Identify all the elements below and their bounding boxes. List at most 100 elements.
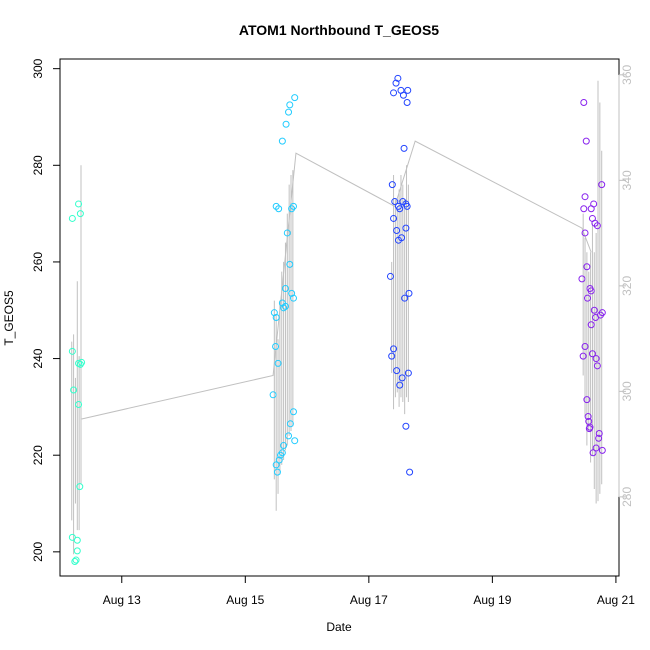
data-point [70,386,78,394]
data-point [404,369,412,377]
y2-tick-label: 360 [620,64,634,84]
data-point [280,442,288,450]
data-point [580,98,588,106]
data-point [588,350,596,358]
data-point [595,429,603,437]
data-point [285,432,293,440]
data-point [75,200,83,208]
data-point [282,120,290,128]
data-point [391,198,399,206]
data-point [590,306,598,314]
data-point [583,294,591,302]
x-tick-label: Aug 21 [597,593,635,607]
data-point [403,98,411,106]
path-layer [81,140,592,420]
data-point [390,89,398,97]
data-point [593,222,601,230]
data-point [68,347,76,355]
data-point [396,381,404,389]
y2-tick-label: 320 [620,276,634,296]
data-point [402,224,410,232]
data-point [278,449,286,457]
data-point [291,94,299,102]
data-point [269,391,277,399]
data-point [403,202,411,210]
data-point [393,367,401,375]
data-point [281,285,289,293]
data-point [73,547,81,555]
flight-path-line [81,140,592,420]
data-point [286,260,294,268]
data-point [289,294,297,302]
data-point [598,181,606,189]
y2-tick-label: 280 [620,487,634,507]
data-point [288,289,296,297]
data-point [402,422,410,430]
data-point [286,101,294,109]
x-axis-label: Date [326,620,352,634]
x-tick-label: Aug 19 [473,593,511,607]
data-point [404,86,412,94]
data-point [406,468,414,476]
y-tick-label: 300 [31,58,45,78]
data-point [76,360,84,368]
x-axis: Aug 13 Aug 15 Aug 17 Aug 19 Aug 21 [103,575,635,607]
points-layer [68,74,606,566]
y2-axis-right: 280 300 320 340 360 [618,64,634,507]
data-point [590,200,598,208]
data-point [76,210,84,218]
data-point [593,362,601,370]
y-tick-label: 280 [31,155,45,175]
data-point [598,309,606,317]
data-point [578,275,586,283]
data-point [399,91,407,99]
data-point [583,396,591,404]
data-point [278,137,286,145]
data-point [579,352,587,360]
data-point [71,558,79,566]
data-point [76,483,84,491]
y-tick-label: 200 [31,542,45,562]
data-point [274,359,282,367]
data-point [289,408,297,416]
data-point [388,352,396,360]
data-point [595,434,603,442]
data-point [390,214,398,222]
data-point [392,79,400,87]
data-point [285,108,293,116]
x-tick-label: Aug 15 [226,593,264,607]
data-point [289,202,297,210]
data-point [582,137,590,145]
data-point [393,227,401,235]
y-axis-label: T_GEOS5 [2,290,16,346]
y2-tick-label: 340 [620,170,634,190]
y2-tick-label: 300 [620,381,634,401]
data-point [587,287,595,295]
data-point [272,314,280,321]
y-tick-label: 240 [31,348,45,368]
data-point [68,214,76,222]
data-point [273,468,281,476]
data-point [270,309,278,317]
data-point [581,342,589,350]
data-point [272,461,280,469]
x-tick-label: Aug 17 [350,593,388,607]
x-tick-label: Aug 13 [103,593,141,607]
data-point [405,289,413,297]
data-point [580,205,588,213]
data-point [400,144,408,152]
data-point [396,205,404,213]
plot-frame [59,58,620,577]
data-point [398,374,406,382]
data-point [386,272,394,280]
data-point [272,342,280,350]
data-point [584,413,592,421]
data-point [586,423,594,431]
y-axis: 200 220 240 260 280 300 [31,58,60,562]
data-point [398,234,406,242]
data-point [275,456,283,464]
data-point [73,536,81,544]
data-point [598,446,606,454]
y-tick-label: 260 [31,252,45,272]
data-point [291,437,299,445]
